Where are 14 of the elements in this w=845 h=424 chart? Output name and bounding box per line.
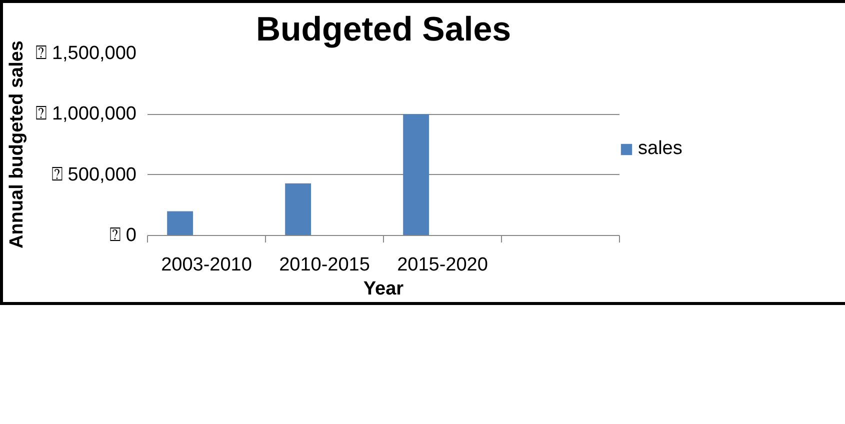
- chart-title: Budgeted Sales: [256, 10, 512, 48]
- bar: [285, 183, 312, 236]
- legend-label: sales: [638, 138, 682, 160]
- y-tick-label: ⍰ 1,000,000: [36, 104, 137, 125]
- x-tick-label: 2015-2020: [397, 254, 488, 276]
- x-tick-label: 2003-2010: [161, 254, 252, 276]
- y-tick-label: ⍰ 0: [110, 225, 137, 246]
- x-axis-title: Year: [363, 278, 404, 300]
- y-axis-title: Annual budgeted sales: [6, 40, 28, 248]
- bar: [403, 114, 430, 236]
- y-tick-label: ⍰ 500,000: [52, 164, 137, 186]
- bar: [167, 211, 194, 236]
- y-tick-label: ⍰ 1,500,000: [36, 43, 137, 64]
- x-tick-label: 2010-2015: [279, 254, 370, 276]
